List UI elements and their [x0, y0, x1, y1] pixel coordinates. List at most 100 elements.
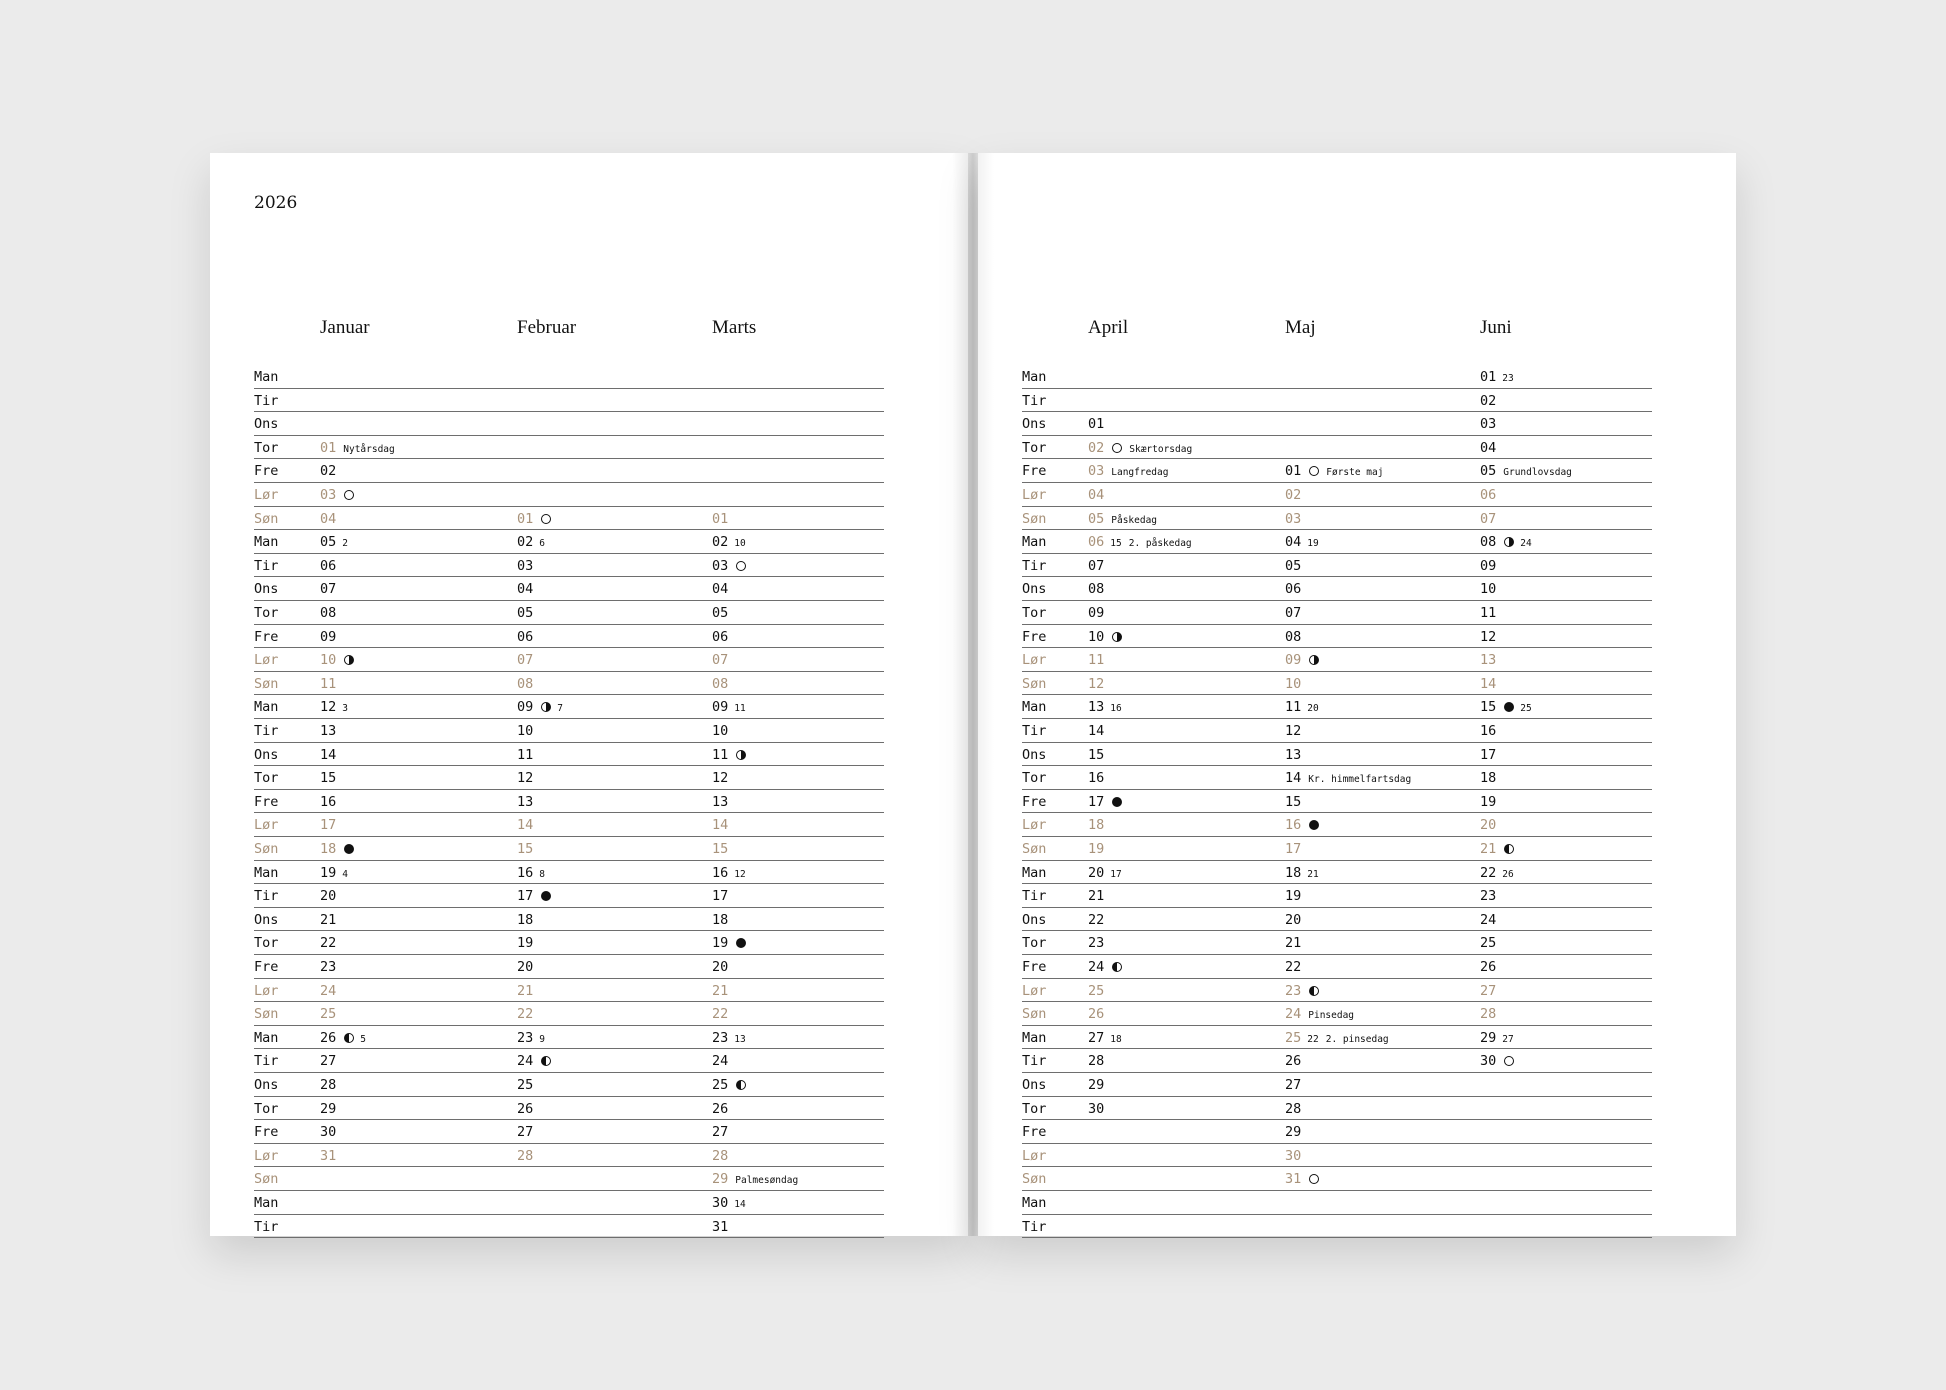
day-number: 19: [1480, 793, 1497, 810]
day-cell: 10: [1285, 676, 1301, 692]
weekday-label: Tir: [254, 1218, 279, 1235]
day-number: 27: [1088, 1029, 1105, 1046]
day-cell: 17: [1285, 841, 1301, 857]
book-gutter-shadow: [952, 153, 994, 1236]
day-number: 22: [320, 935, 337, 952]
calendar-row: Tir: [254, 884, 884, 908]
day-cell: 03: [517, 558, 533, 574]
month-title: Marts: [712, 317, 757, 338]
day-number: 15: [712, 841, 729, 857]
calendar-row: Tir: [254, 389, 884, 413]
day-cell: 28: [1088, 1053, 1104, 1069]
day-number: 18: [517, 911, 534, 928]
day-cell: 01: [712, 511, 728, 527]
day-cell: 18: [1088, 817, 1104, 833]
first-quarter-moon-icon: [1504, 537, 1515, 548]
day-number: 14: [320, 746, 337, 763]
day-number: 05: [320, 534, 337, 551]
weekday-label: Ons: [1022, 581, 1047, 598]
day-cell: 29: [1088, 1077, 1104, 1093]
day-number: 26: [1285, 1053, 1302, 1070]
weekday-label: Lør: [254, 982, 279, 999]
weekday-label: Man: [254, 699, 279, 716]
day-number: 19: [320, 864, 337, 881]
day-cell: 24: [1480, 912, 1496, 928]
day-number: 17: [517, 888, 534, 905]
weekday-label: Lør: [254, 652, 279, 669]
day-number: 22: [712, 1006, 729, 1023]
calendar-row: Tir: [254, 554, 884, 578]
day-cell: 15 25: [1480, 699, 1532, 715]
day-cell: 26: [1480, 959, 1496, 975]
week-number: 26: [1502, 868, 1514, 880]
day-number: 17: [1480, 746, 1497, 763]
day-cell: 19: [1285, 888, 1301, 904]
day-cell: 10: [1480, 581, 1496, 597]
day-number: 18: [1285, 864, 1302, 881]
day-cell: 11: [517, 747, 533, 763]
day-number: 20: [712, 959, 729, 975]
day-number: 25: [1088, 982, 1105, 999]
weekday-label: Søn: [254, 1006, 279, 1023]
weekday-label: Man: [254, 369, 279, 385]
calendar-row: Man: [1022, 365, 1652, 389]
day-number: 08: [320, 605, 337, 621]
calendar-row: Tor: [254, 1097, 884, 1121]
day-cell: 30 14: [712, 1195, 746, 1211]
day-number: 20: [1285, 911, 1302, 928]
day-cell: 22: [1088, 912, 1104, 928]
month-title: Februar: [517, 317, 577, 338]
weekday-label: Man: [254, 1029, 279, 1046]
weekday-label: Man: [254, 1195, 279, 1211]
day-cell: 20: [712, 959, 728, 975]
day-cell: 12: [1285, 723, 1301, 739]
calendar-row: Tir: [254, 1049, 884, 1073]
day-number: 09: [517, 699, 534, 716]
week-number: 16: [1110, 703, 1122, 715]
day-number: 11: [517, 746, 534, 763]
new-moon-icon: [344, 844, 355, 854]
day-number: 18: [320, 841, 337, 857]
weekday-label: Fre: [254, 1124, 279, 1141]
calendar-row: Søn: [1022, 672, 1652, 696]
day-number: 04: [712, 581, 729, 598]
day-cell: 21: [1088, 888, 1104, 904]
day-cell: 07: [1480, 511, 1496, 527]
week-number: 17: [1110, 868, 1122, 880]
day-number: 26: [712, 1100, 729, 1117]
day-number: 26: [517, 1100, 534, 1117]
day-cell: 29: [320, 1101, 336, 1117]
day-number: 05: [1285, 557, 1302, 574]
day-number: 11: [1285, 699, 1302, 716]
day-cell: 22: [320, 935, 336, 951]
weekday-label: Tor: [254, 935, 279, 952]
day-number: 16: [1285, 817, 1302, 834]
day-number: 14: [712, 817, 729, 834]
day-number: 04: [1088, 487, 1105, 503]
first-quarter-moon-icon: [1309, 655, 1320, 666]
day-cell: 16: [1480, 723, 1496, 739]
day-cell: 27: [1285, 1077, 1301, 1093]
day-cell: 19: [1088, 841, 1104, 857]
full-moon-icon: [1309, 1174, 1320, 1185]
day-number: 10: [1480, 581, 1497, 598]
day-cell: 02 Skærtorsdag: [1088, 440, 1192, 456]
full-moon-icon: [1309, 466, 1320, 477]
day-cell: 29 27: [1480, 1030, 1514, 1046]
week-number: 19: [1307, 538, 1319, 550]
day-number: 09: [1480, 557, 1497, 574]
calendar-row: Tir: [1022, 1215, 1652, 1239]
calendar-row: Lør: [254, 483, 884, 507]
day-number: 23: [517, 1029, 534, 1046]
day-cell: 18: [320, 841, 355, 857]
weekday-label: Tor: [1022, 605, 1047, 621]
weekday-label: Lør: [254, 817, 279, 834]
day-number: 22: [1480, 864, 1497, 881]
day-cell: 13: [1480, 652, 1496, 668]
day-number: 12: [517, 770, 534, 787]
weekday-label: Søn: [254, 510, 279, 527]
day-cell: 26: [1285, 1053, 1301, 1069]
weekday-label: Tor: [1022, 439, 1047, 456]
day-number: 29: [712, 1171, 729, 1188]
day-cell: 23: [1480, 888, 1496, 904]
